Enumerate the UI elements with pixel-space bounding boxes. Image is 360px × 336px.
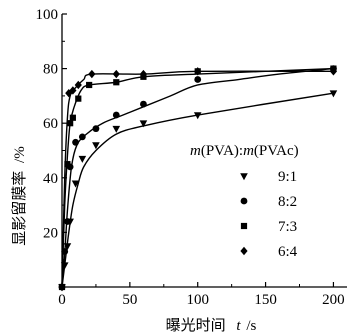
- data-point-4: [88, 69, 96, 79]
- legend-marker-1: [240, 173, 248, 181]
- legend-marker-2: [240, 197, 248, 205]
- legend-title-m2: m: [243, 143, 254, 159]
- data-point-4: [329, 67, 338, 76]
- series-curves: [61, 67, 334, 288]
- legend-title-pvac: (PVAc): [254, 143, 299, 159]
- data-point-2: [112, 111, 120, 119]
- data-point-3: [113, 79, 120, 86]
- x-tick-label: 150: [254, 292, 277, 308]
- series-markers: [58, 65, 338, 292]
- data-point-1: [60, 262, 69, 270]
- axes: 20 40 60 80 100 0 50 100 150 200: [36, 7, 347, 308]
- data-point-1: [71, 180, 80, 188]
- data-point-3: [86, 81, 93, 89]
- data-point-2: [78, 133, 86, 141]
- y-tick-label: 60: [43, 116, 58, 132]
- y-tick-label: 40: [43, 171, 58, 187]
- legend-label-4: 6:4: [278, 244, 298, 260]
- data-point-2: [72, 138, 79, 146]
- y-tick-label: 20: [43, 225, 58, 241]
- legend-marker-3: [240, 222, 248, 230]
- data-point-1: [78, 155, 87, 163]
- data-point-4: [58, 282, 66, 292]
- series-line-3: [61, 67, 334, 288]
- legend-label-2: 8:2: [278, 194, 297, 210]
- data-point-3: [69, 114, 76, 121]
- data-point-4: [112, 69, 120, 79]
- y-axis-title: 显影留膜率 /%: [10, 146, 28, 245]
- x-axis-title: 曝光时间 t /s: [166, 316, 257, 334]
- data-point-2: [92, 125, 100, 133]
- x-tick-label: 50: [122, 292, 137, 308]
- legend-title-m1: m: [190, 143, 201, 159]
- y-axis-title-text: 显影留膜率: [10, 171, 28, 246]
- data-point-1: [329, 90, 338, 98]
- x-axis-title-unit: /s: [246, 318, 256, 334]
- series-line-2: [61, 67, 334, 288]
- y-axis-title-unit: /%: [12, 146, 28, 163]
- data-point-2: [194, 76, 202, 83]
- legend-label-1: 9:1: [278, 169, 297, 185]
- data-point-3: [64, 161, 71, 168]
- x-axis-title-var: t: [236, 318, 241, 334]
- legend-marker-4: [240, 246, 248, 256]
- data-point-4: [194, 67, 202, 76]
- data-point-1: [139, 120, 148, 128]
- y-tick-label: 100: [36, 7, 59, 23]
- data-point-1: [92, 142, 100, 150]
- data-point-4: [69, 86, 77, 95]
- data-point-2: [140, 100, 147, 108]
- legend-items: 9:1 8:2 7:3 6:4: [240, 169, 298, 260]
- data-point-2: [61, 248, 69, 255]
- x-ticks: 0 50 100 150 200: [58, 282, 345, 308]
- data-point-3: [75, 95, 82, 102]
- x-tick-label: 200: [322, 292, 345, 308]
- legend-title: m(PVA):m(PVAc): [190, 143, 299, 159]
- data-point-4: [139, 69, 148, 79]
- data-point-3: [67, 120, 74, 127]
- data-point-1: [193, 112, 202, 120]
- data-point-1: [112, 125, 121, 133]
- legend-label-3: 7:3: [278, 219, 297, 235]
- data-point-1: [63, 243, 72, 251]
- x-tick-label: 0: [58, 292, 66, 308]
- x-tick-label: 100: [186, 292, 209, 308]
- legend: m(PVA):m(PVAc) 9:18:27:36:4: [190, 143, 299, 260]
- y-tick-label: 80: [43, 62, 58, 78]
- data-point-2: [64, 218, 71, 225]
- series-line-1: [61, 92, 334, 288]
- x-axis-title-text: 曝光时间: [166, 316, 226, 334]
- data-point-4: [74, 80, 82, 90]
- legend-title-pva: (PVA):: [201, 143, 243, 159]
